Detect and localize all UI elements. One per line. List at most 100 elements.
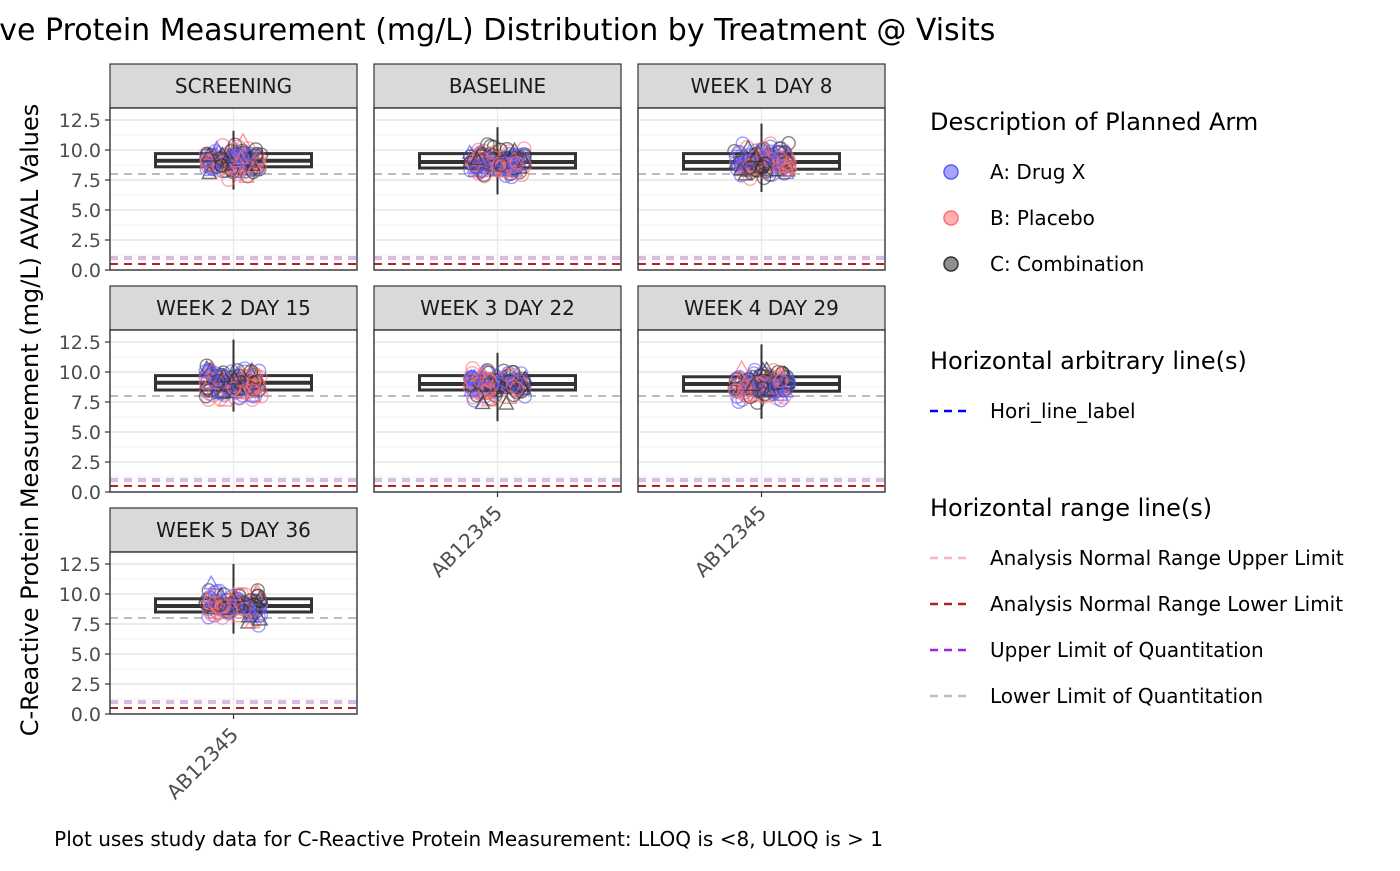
facet-strip: [637, 285, 886, 331]
data-point: [477, 385, 493, 400]
data-point: [481, 151, 497, 166]
data-point: [741, 152, 757, 167]
legend-group: Horizontal arbitrary line(s) Hori_line_la…: [930, 347, 1247, 423]
chart-title: C-Reactive Protein Measurement (mg/L) Di…: [0, 13, 995, 48]
legend-group: Description of Planned Arm A: Drug X B: Pl…: [930, 108, 1258, 276]
y-tick-label: 10.0: [59, 362, 101, 384]
panel-border: [373, 107, 622, 271]
panel-border: [109, 107, 358, 271]
facet-strip-label: SCREENING: [175, 74, 292, 98]
legend-label: A: Drug X: [990, 160, 1086, 184]
y-tick-label: 0.0: [71, 482, 101, 504]
y-tick-label: 2.5: [71, 674, 101, 696]
facet-strip-label: WEEK 1 DAY 8: [690, 74, 832, 98]
facet-panel: WEEK 5 DAY 36 0.0 2.5 5.0 7.5 10.0 12.5 AB12345: [59, 507, 358, 804]
data-point: [733, 149, 748, 164]
y-tick-label: 5.0: [71, 644, 101, 666]
data-point: [204, 367, 219, 383]
data-point: [491, 159, 506, 174]
data-point: [745, 376, 762, 392]
facet-strip-label: WEEK 3 DAY 22: [420, 296, 575, 320]
facet-strip: [109, 285, 358, 331]
data-point: [732, 160, 750, 176]
facet-panel: WEEK 4 DAY 29 AB12345: [637, 285, 886, 582]
data-point: [202, 595, 217, 611]
data-point: [500, 141, 515, 157]
data-point: [246, 157, 264, 173]
data-point: [199, 161, 214, 177]
data-point: [476, 167, 492, 183]
data-point: [468, 150, 486, 166]
data-point: [221, 172, 236, 187]
y-tick-label: 12.5: [59, 332, 101, 354]
y-tick-label: 0.0: [71, 704, 101, 726]
x-tick-label: AB12345: [426, 501, 507, 582]
facet-strip-label: WEEK 2 DAY 15: [156, 296, 311, 320]
y-tick-label: 12.5: [59, 554, 101, 576]
data-point: [225, 589, 240, 604]
legend-key: [943, 210, 959, 226]
facet-panel: SCREENING 0.0 2.5 5.0 7.5 10.0 12.5: [59, 63, 358, 282]
data-point: [244, 383, 260, 398]
legend-area: Description of Planned Arm A: Drug X B: Pl…: [930, 108, 1344, 708]
y-tick-label: 2.5: [71, 230, 101, 252]
x-tick-label: AB12345: [690, 501, 771, 582]
y-tick-label: 10.0: [59, 140, 101, 162]
data-point: [768, 150, 785, 166]
data-point: [247, 373, 262, 389]
data-point: [232, 149, 250, 165]
chart-caption: Plot uses study data for C-Reactive Prot…: [54, 827, 883, 851]
legend-key: [943, 164, 959, 180]
data-point: [768, 380, 784, 396]
data-point: [206, 161, 221, 177]
data-point: [252, 610, 269, 626]
data-point: [250, 384, 265, 399]
legend-label: Analysis Normal Range Lower Limit: [990, 592, 1343, 616]
data-point: [201, 392, 216, 407]
data-point: [727, 383, 743, 398]
y-tick-label: 0.0: [71, 260, 101, 282]
data-point: [773, 373, 788, 389]
data-point: [508, 375, 523, 390]
y-tick-label: 7.5: [71, 170, 101, 192]
facet-strip-label: WEEK 5 DAY 36: [156, 518, 311, 542]
data-point: [756, 170, 772, 186]
y-tick-label: 2.5: [71, 452, 101, 474]
data-point: [202, 386, 217, 401]
data-point: [755, 159, 770, 174]
data-point: [238, 168, 255, 183]
legend-label: Lower Limit of Quantitation: [990, 684, 1263, 708]
y-tick-label: 7.5: [71, 392, 101, 414]
facet-strip: [109, 63, 358, 109]
data-point: [250, 588, 265, 604]
legend-key: [943, 256, 959, 272]
data-point: [251, 153, 266, 168]
data-point: [748, 143, 764, 158]
legend-title: Horizontal range line(s): [930, 494, 1212, 522]
data-point: [242, 149, 257, 164]
data-point: [740, 153, 755, 169]
legend-title: Description of Planned Arm: [930, 108, 1258, 136]
facet-panel: WEEK 3 DAY 22 AB12345: [373, 285, 622, 582]
data-point: [225, 150, 240, 165]
data-point: [200, 146, 217, 162]
data-point: [772, 141, 788, 156]
data-point: [249, 146, 264, 162]
y-axis-label: C-Reactive Protein Measurement (mg/L) AV…: [16, 104, 44, 737]
facet-strip-label: BASELINE: [449, 74, 546, 98]
legend-label: Analysis Normal Range Upper Limit: [990, 546, 1344, 570]
legend-title: Horizontal arbitrary line(s): [930, 347, 1247, 375]
data-point: [475, 368, 492, 383]
data-point: [225, 586, 243, 601]
data-point: [493, 157, 508, 173]
y-tick-label: 5.0: [71, 422, 101, 444]
data-point: [212, 597, 227, 613]
data-point: [214, 158, 229, 173]
x-tick-label: AB12345: [162, 723, 243, 804]
legend-label: C: Combination: [990, 252, 1144, 276]
data-point: [251, 382, 267, 397]
data-point: [505, 378, 521, 394]
data-point: [242, 608, 258, 623]
